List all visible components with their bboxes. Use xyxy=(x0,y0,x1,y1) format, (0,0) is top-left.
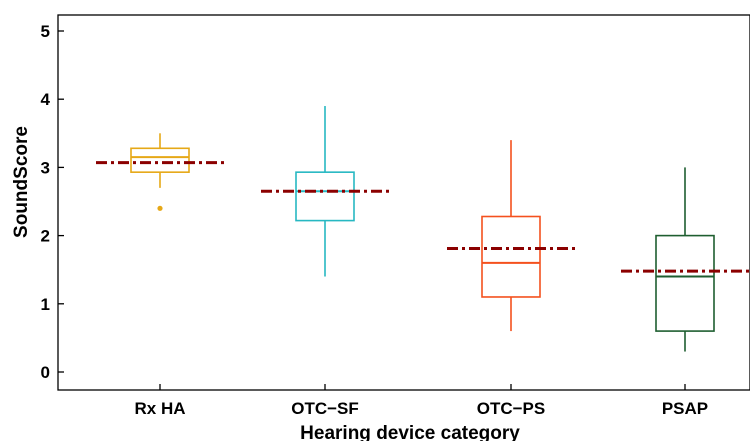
iqr-box xyxy=(295,171,355,222)
y-axis-title: SoundScore xyxy=(11,126,32,238)
box-otc-sf xyxy=(261,106,389,277)
x-tick-label: OTC−SF xyxy=(291,399,359,418)
x-axis: Rx HA OTC−SF OTC−PS PSAP xyxy=(134,384,708,418)
y-tick-label: 3 xyxy=(41,158,50,177)
y-axis: 0 1 2 3 4 5 xyxy=(41,22,64,382)
box-series xyxy=(96,106,749,352)
y-tick-label: 2 xyxy=(41,227,50,246)
plot-frame xyxy=(57,14,750,391)
box-rx-ha xyxy=(96,133,224,211)
box-otc-ps xyxy=(447,140,575,332)
y-tick-label: 1 xyxy=(41,295,50,314)
x-tick-label: OTC−PS xyxy=(477,399,546,418)
y-tick-label: 5 xyxy=(41,22,50,41)
y-tick-label: 4 xyxy=(41,90,51,109)
iqr-box xyxy=(130,147,190,173)
x-tick-label: PSAP xyxy=(662,399,708,418)
x-tick-label: Rx HA xyxy=(134,399,185,418)
box-psap xyxy=(621,167,749,352)
x-axis-title: Hearing device category xyxy=(300,423,520,441)
iqr-box xyxy=(655,234,715,332)
y-tick-label: 0 xyxy=(41,363,50,382)
iqr-box xyxy=(481,215,541,298)
outlier-point xyxy=(157,205,163,211)
